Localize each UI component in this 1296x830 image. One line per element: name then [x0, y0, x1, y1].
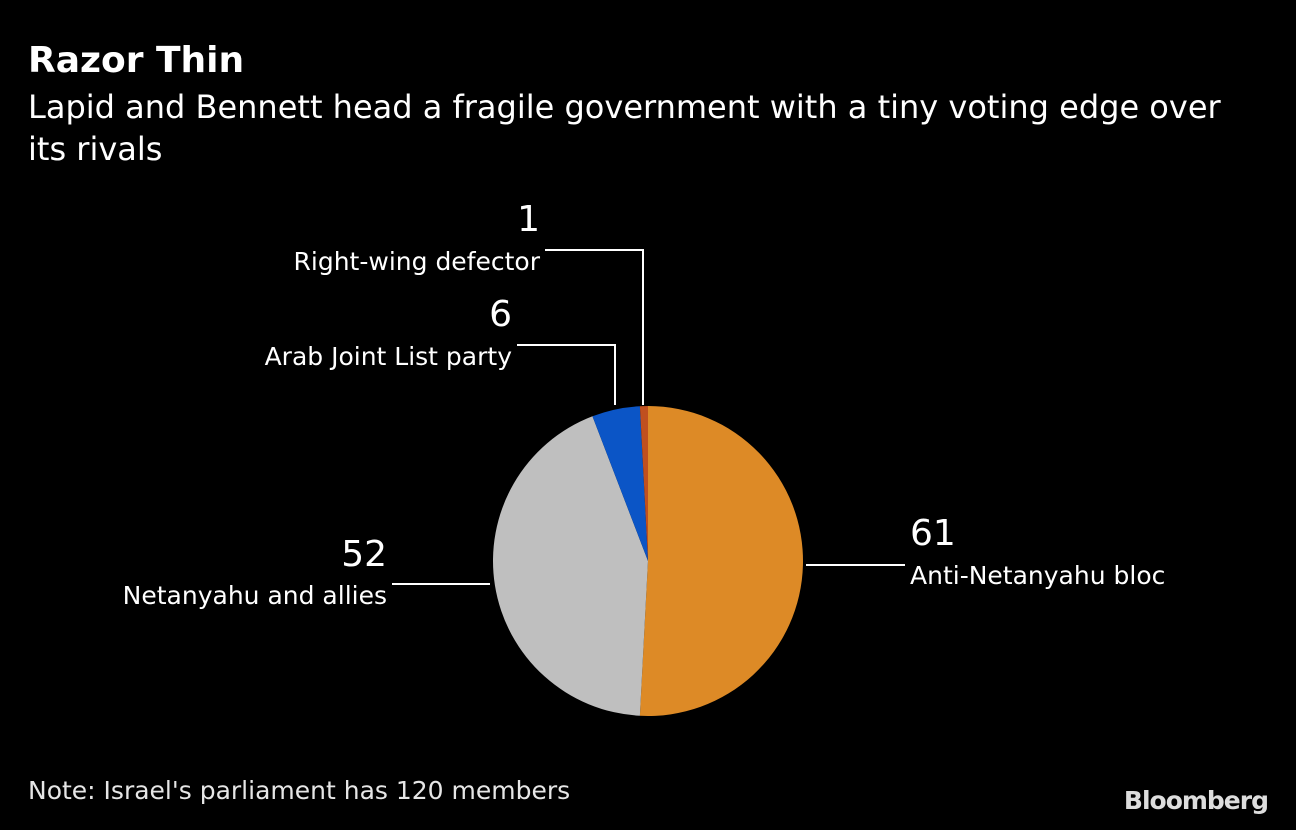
pie-slice: [639, 406, 648, 561]
chart-subtitle: Lapid and Bennett head a fragile governm…: [28, 88, 1221, 168]
slice-label: Netanyahu and allies: [123, 581, 387, 610]
slice-label: Arab Joint List party: [265, 342, 513, 371]
note: Note: Israel's parliament has 120 member…: [28, 776, 571, 805]
source-logo: Bloomberg: [1123, 786, 1269, 815]
slice-label: Right-wing defector: [294, 247, 541, 276]
pie-slice: [493, 416, 648, 716]
pie-slice: [592, 406, 648, 561]
value-label: 52: [341, 534, 387, 575]
leader-line: [517, 344, 616, 405]
value-label: 1: [517, 199, 540, 240]
value-label: 6: [489, 294, 512, 335]
slice-label: Anti-Netanyahu bloc: [910, 561, 1165, 590]
value-label: 61: [910, 513, 956, 554]
pie-slice: [639, 406, 803, 716]
leader-line: [545, 249, 644, 405]
chart-title: Razor Thin: [28, 40, 245, 81]
